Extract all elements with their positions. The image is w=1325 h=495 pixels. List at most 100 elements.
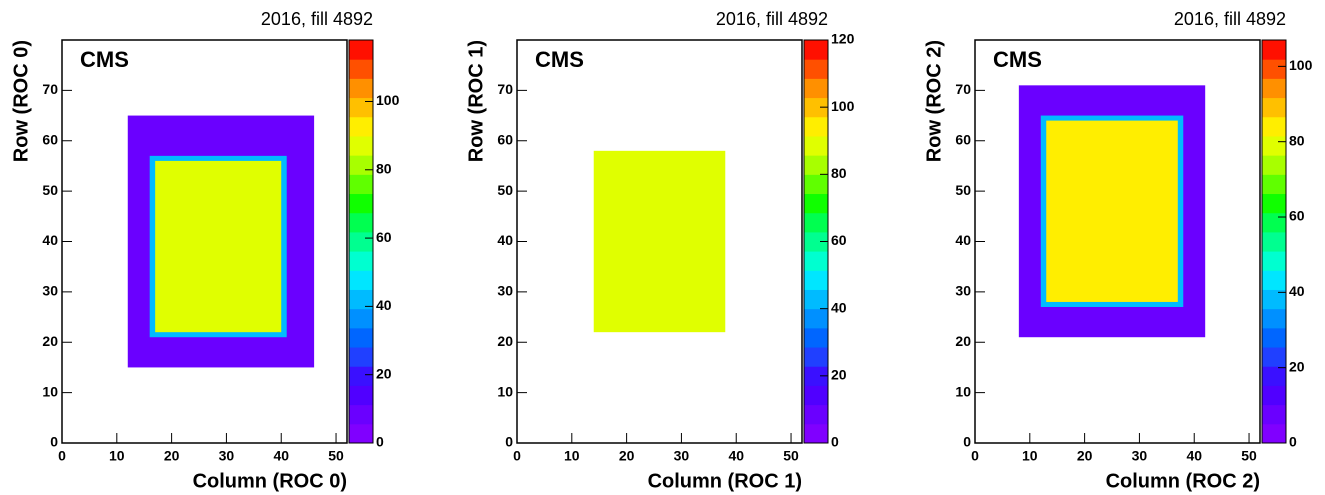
colorbar-band [349, 155, 373, 175]
y-axis-label: Row (ROC 2) [923, 40, 945, 162]
x-tick-label: 10 [564, 448, 580, 464]
colorbar-band [804, 135, 828, 156]
x-tick-label: 0 [58, 448, 66, 464]
colorbar-band [349, 251, 373, 271]
z-tick-label: 0 [1289, 434, 1297, 450]
colorbar-band [1262, 251, 1286, 271]
z-tick-label: 0 [831, 434, 839, 450]
z-tick-label: 80 [1289, 132, 1305, 148]
heat-region [155, 160, 282, 333]
colorbar-band [349, 193, 373, 214]
colorbar-band [804, 78, 828, 99]
colorbar-band [1262, 212, 1286, 233]
y-tick-label: 0 [50, 434, 58, 450]
colorbar-band [1262, 270, 1286, 290]
heat-region [593, 150, 726, 333]
colorbar-band [804, 174, 828, 195]
colorbar-band [1262, 231, 1286, 252]
chart-title: 2016, fill 4892 [1174, 9, 1286, 29]
colorbar-band [804, 327, 828, 348]
y-tick-label: 0 [963, 434, 971, 450]
y-tick-label: 40 [42, 232, 58, 248]
chart-title: 2016, fill 4892 [716, 9, 828, 29]
colorbar-band [804, 193, 828, 214]
y-tick-label: 40 [955, 232, 971, 248]
y-tick-label: 30 [955, 283, 971, 299]
colorbar-band [349, 40, 373, 60]
colorbar-band [1262, 404, 1286, 425]
colorbar-band [349, 327, 373, 348]
colorbar-band [804, 231, 828, 252]
y-axis-label: Row (ROC 0) [10, 40, 32, 162]
x-tick-label: 20 [619, 448, 635, 464]
colorbar-band [804, 116, 828, 137]
y-tick-label: 20 [497, 333, 513, 349]
colorbar-band [804, 308, 828, 329]
x-tick-label: 30 [674, 448, 690, 464]
experiment-label: CMS [80, 47, 129, 72]
y-tick-label: 70 [955, 81, 971, 97]
colorbar-band [349, 366, 373, 386]
colorbar-band [1262, 289, 1286, 310]
colorbar-band [349, 212, 373, 233]
colorbar-band [1262, 97, 1286, 118]
colorbar-band [1262, 116, 1286, 137]
x-tick-label: 30 [1132, 448, 1148, 464]
colorbar-band [349, 231, 373, 252]
colorbar-band [804, 366, 828, 386]
colorbar-band [804, 155, 828, 175]
colorbar-band [1262, 385, 1286, 406]
colorbar-band [349, 174, 373, 195]
z-tick-label: 20 [1289, 358, 1305, 374]
colorbar-band [349, 59, 373, 79]
y-tick-label: 50 [497, 182, 513, 198]
x-axis-label: Column (ROC 2) [1106, 470, 1260, 492]
colorbar-band [804, 40, 828, 60]
z-tick-label: 40 [831, 299, 847, 315]
colorbar-band [804, 289, 828, 310]
x-tick-label: 50 [1241, 448, 1257, 464]
y-tick-label: 10 [497, 383, 513, 399]
colorbar-band [1262, 327, 1286, 348]
z-tick-label: 0 [376, 434, 384, 450]
colorbar-band [1262, 423, 1286, 444]
colorbar-band [804, 385, 828, 406]
z-tick-label: 80 [831, 165, 847, 181]
y-tick-label: 10 [955, 383, 971, 399]
y-tick-label: 70 [42, 81, 58, 97]
y-tick-label: 50 [955, 182, 971, 198]
y-tick-label: 10 [42, 383, 58, 399]
z-tick-label: 120 [831, 31, 855, 47]
colorbar-band [1262, 78, 1286, 99]
y-tick-label: 30 [497, 283, 513, 299]
z-tick-label: 100 [831, 98, 855, 114]
colorbar-band [1262, 366, 1286, 386]
colorbar-band [349, 404, 373, 425]
x-tick-label: 10 [1022, 448, 1038, 464]
colorbar-band [804, 59, 828, 79]
y-tick-label: 50 [42, 182, 58, 198]
x-tick-label: 50 [328, 448, 344, 464]
colorbar-band [349, 270, 373, 290]
colorbar-band [1262, 347, 1286, 367]
colorbar-band [804, 97, 828, 118]
colorbar-band [1262, 59, 1286, 79]
colorbar-band [1262, 174, 1286, 195]
colorbar-band [1262, 40, 1286, 60]
x-tick-label: 40 [273, 448, 289, 464]
y-tick-label: 70 [497, 81, 513, 97]
heat-region [1046, 120, 1178, 302]
colorbar-band [1262, 193, 1286, 214]
colorbar-band [1262, 135, 1286, 156]
y-tick-label: 20 [955, 333, 971, 349]
colorbar-band [804, 251, 828, 271]
z-tick-label: 60 [831, 232, 847, 248]
experiment-label: CMS [993, 47, 1042, 72]
z-tick-label: 80 [376, 160, 392, 176]
x-tick-label: 0 [513, 448, 521, 464]
colorbar-band [349, 289, 373, 310]
colorbar-band [349, 116, 373, 137]
